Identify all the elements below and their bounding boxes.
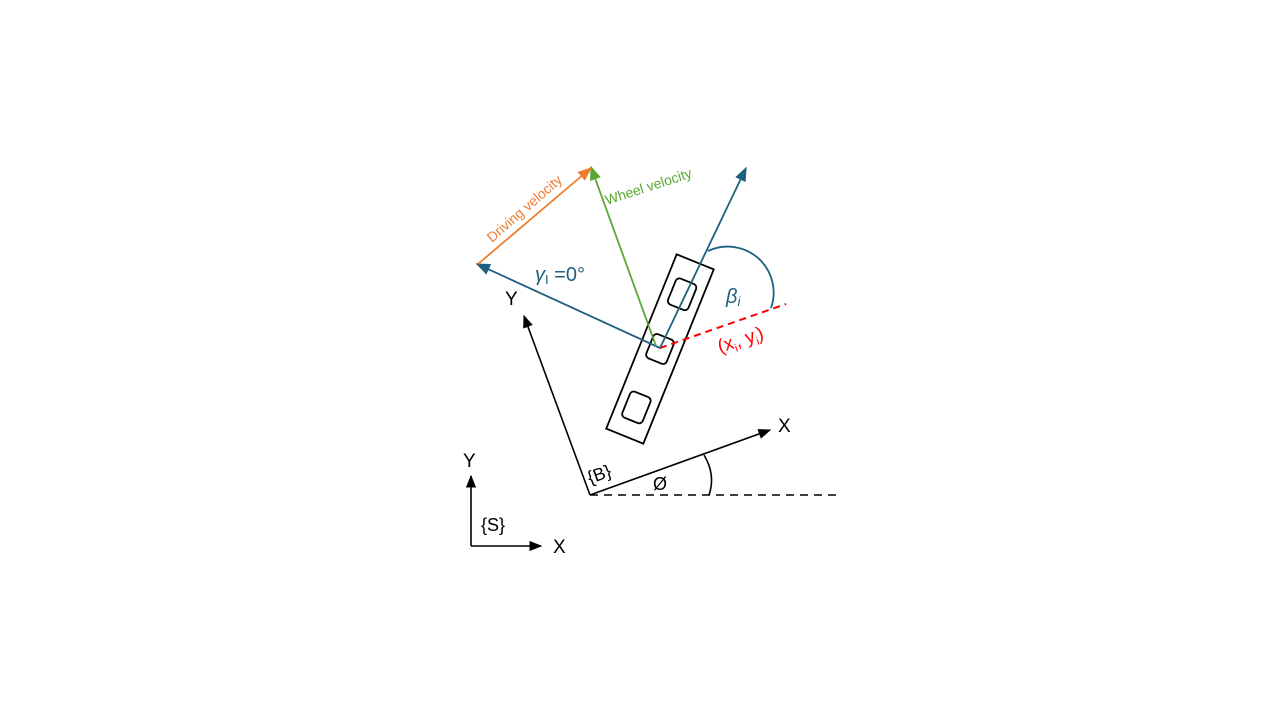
s-frame-label: {S}: [481, 515, 505, 535]
gamma-label: γI =0°: [535, 264, 585, 287]
beta-subscript: i: [737, 294, 741, 309]
beta-angle-arc: [707, 245, 775, 309]
wheel-velocity-label: Wheel velocity: [603, 165, 694, 208]
position-x-subscript: i: [734, 343, 740, 355]
gamma-value: =0°: [549, 264, 585, 286]
b-frame-x-label: X: [778, 416, 791, 437]
blue-vectors: [475, 166, 775, 349]
wheel-position-dashed-line: [659, 303, 787, 349]
s-frame-x-label: X: [553, 537, 566, 558]
wheel-heading-vector: [659, 166, 747, 349]
spatial-frame: {S} X Y: [463, 451, 566, 558]
phi-angle-arc: [703, 454, 713, 496]
position-y-subscript: i: [755, 336, 761, 348]
b-frame-x-axis: [589, 429, 772, 496]
middle-wheel: [645, 333, 675, 365]
position-open: (x: [715, 333, 737, 358]
s-frame-y-label: Y: [463, 451, 476, 472]
phi-angle-label: Ø: [653, 474, 667, 494]
robot-chassis: [605, 253, 715, 445]
chassis-body: [605, 253, 715, 445]
gamma-direction-vector: [475, 263, 661, 349]
front-wheel: [666, 277, 698, 312]
rear-wheel: [621, 390, 652, 425]
beta-label: βi: [725, 286, 741, 309]
body-frame: Ø {B} X Y: [505, 289, 836, 496]
wheel-velocity-vector: [590, 165, 657, 347]
b-frame-y-axis: [523, 314, 591, 496]
driving-velocity-vector: [477, 167, 593, 265]
wheel-position-label: (xi, yi): [715, 323, 767, 359]
gamma-symbol: γ: [535, 264, 546, 286]
gamma-subscript: I: [545, 272, 549, 287]
beta-symbol: β: [725, 286, 737, 308]
driving-velocity-label: Driving velocity: [483, 171, 565, 245]
b-frame-y-label: Y: [505, 289, 518, 310]
b-frame-label: {B}: [585, 461, 614, 488]
